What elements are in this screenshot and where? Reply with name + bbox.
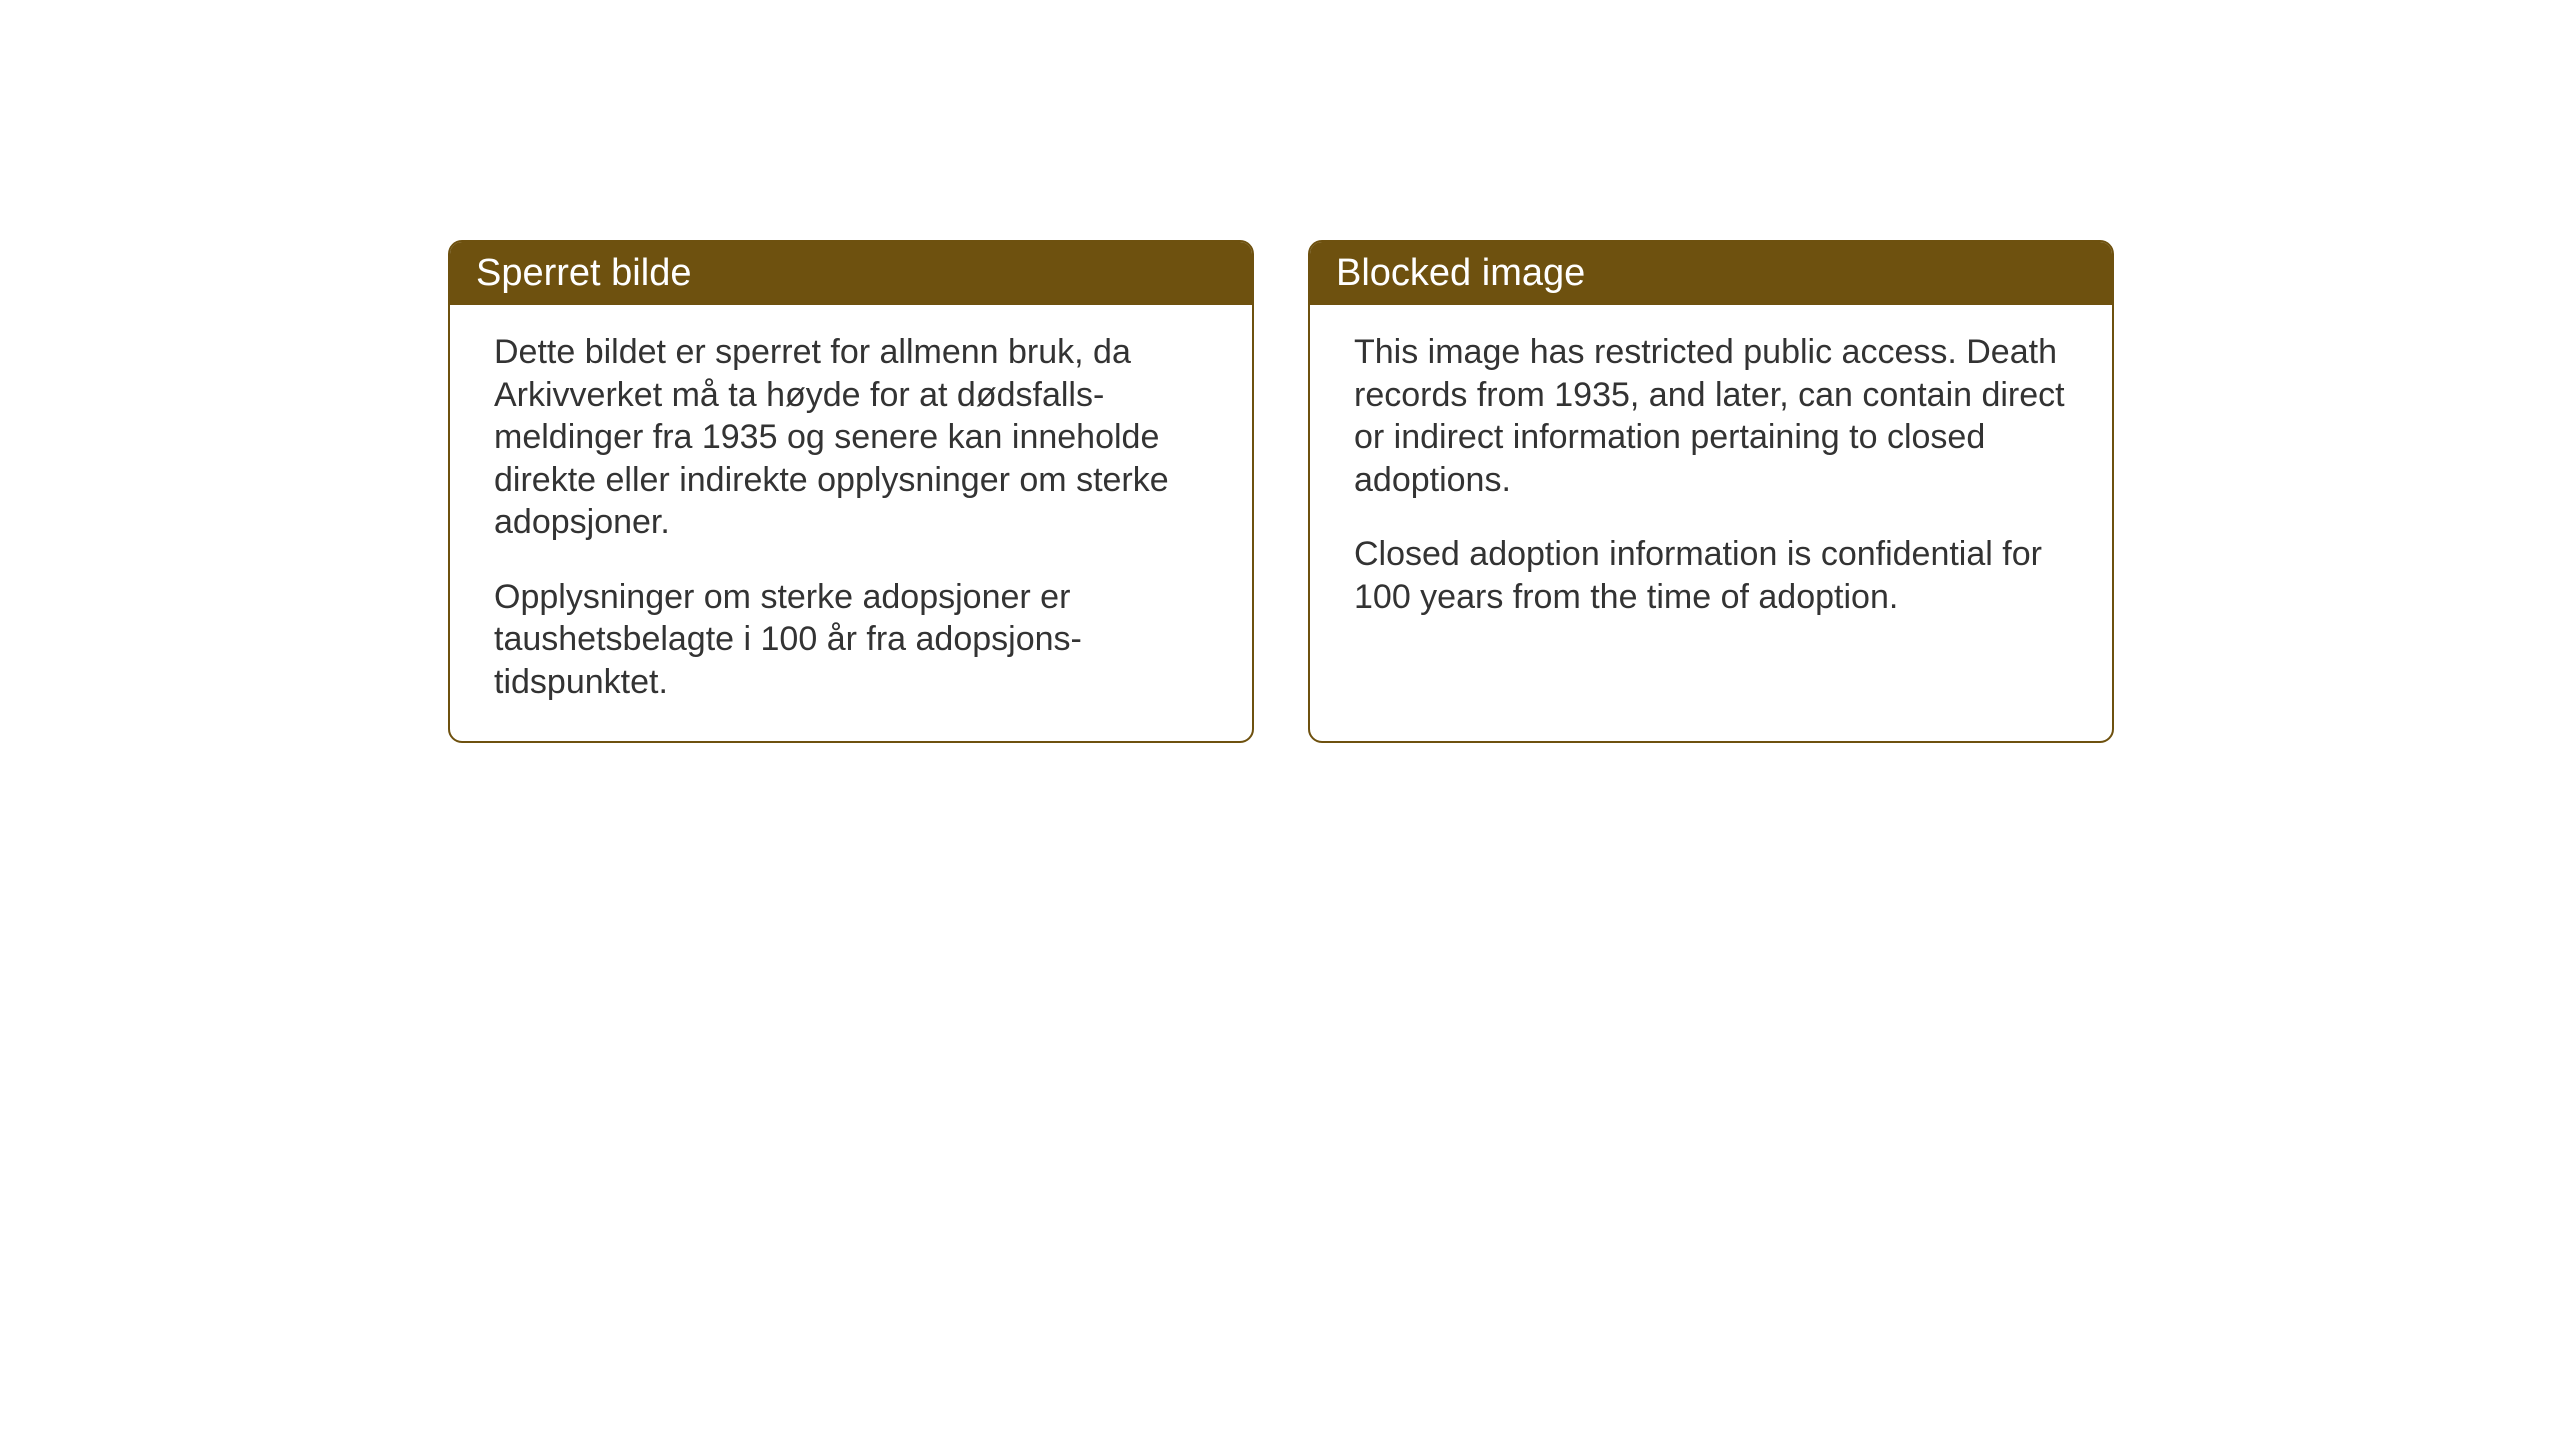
norwegian-paragraph-1: Dette bildet er sperret for allmenn bruk… [494,331,1208,544]
english-title: Blocked image [1336,252,1585,294]
english-paragraph-2: Closed adoption information is confident… [1354,533,2068,618]
notice-container: Sperret bilde Dette bildet er sperret fo… [448,240,2114,743]
norwegian-title: Sperret bilde [476,252,691,294]
english-notice-card: Blocked image This image has restricted … [1308,240,2114,743]
norwegian-notice-card: Sperret bilde Dette bildet er sperret fo… [448,240,1254,743]
norwegian-paragraph-2: Opplysninger om sterke adopsjoner er tau… [494,576,1208,704]
english-card-body: This image has restricted public access.… [1310,305,2112,656]
norwegian-card-header: Sperret bilde [450,242,1252,305]
english-card-header: Blocked image [1310,242,2112,305]
norwegian-card-body: Dette bildet er sperret for allmenn bruk… [450,305,1252,741]
english-paragraph-1: This image has restricted public access.… [1354,331,2068,501]
